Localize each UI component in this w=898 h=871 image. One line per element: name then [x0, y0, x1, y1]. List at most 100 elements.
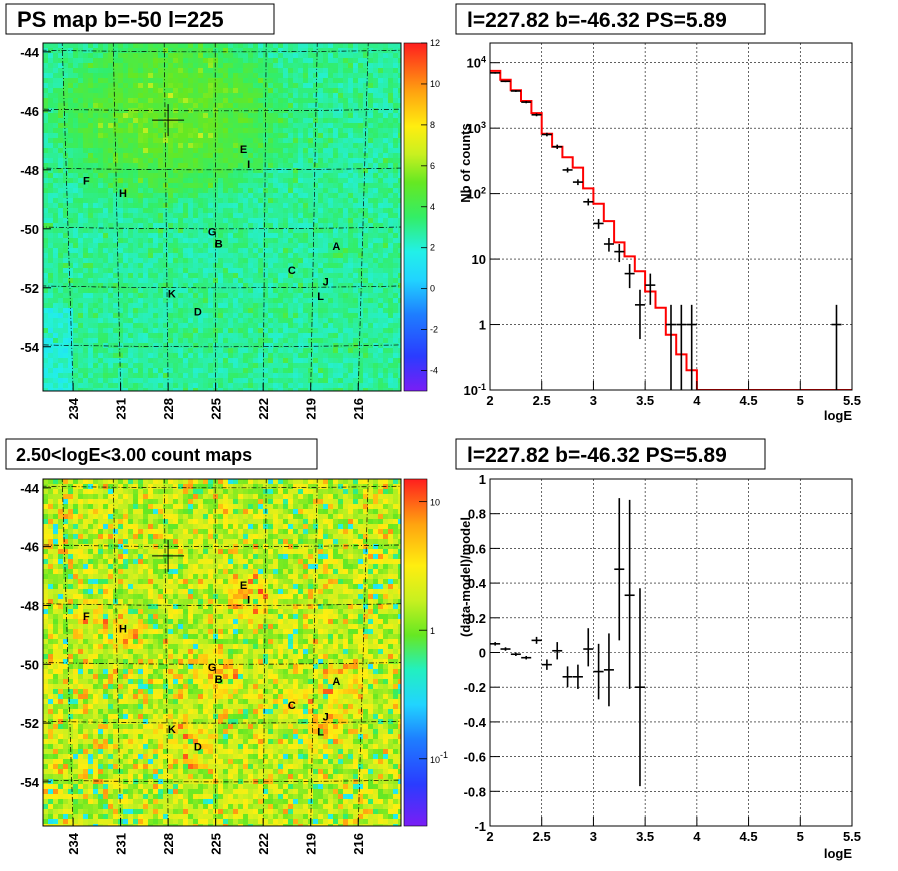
map1-pixel: [193, 363, 198, 368]
map1-pixel: [373, 248, 378, 253]
map1-pixel: [243, 128, 248, 133]
map1-pixel: [398, 373, 401, 378]
map1-pixel: [378, 213, 383, 218]
map1-pixel: [53, 133, 58, 138]
map1-pixel: [63, 188, 68, 193]
map1-pixel: [53, 208, 58, 213]
map1-pixel: [58, 328, 63, 333]
map1-pixel: [143, 193, 148, 198]
map1-pixel: [73, 243, 78, 248]
map1-pixel: [203, 133, 208, 138]
map1-pixel: [113, 293, 118, 298]
map1-pixel: [253, 213, 258, 218]
map1-pixel: [268, 258, 273, 263]
map1-pixel: [133, 383, 138, 388]
map1-pixel: [53, 103, 58, 108]
map1-pixel: [318, 383, 323, 388]
map1-pixel: [223, 68, 228, 73]
map1-pixel: [398, 78, 401, 83]
map1-pixel: [273, 83, 278, 88]
map1-pixel: [273, 168, 278, 173]
map1-pixel: [263, 43, 268, 48]
map1-pixel: [228, 148, 233, 153]
map1-pixel: [198, 243, 203, 248]
map1-pixel: [258, 88, 263, 93]
map1-pixel: [378, 168, 383, 173]
map1-pixel: [168, 338, 173, 343]
map1-pixel: [138, 313, 143, 318]
map1-pixel: [158, 283, 163, 288]
map1-pixel: [43, 243, 48, 248]
map1-pixel: [218, 298, 223, 303]
map1-pixel: [273, 88, 278, 93]
map1-pixel: [78, 253, 83, 258]
map1-pixel: [208, 353, 213, 358]
map1-pixel: [123, 83, 128, 88]
map1-pixel: [43, 308, 48, 313]
map1-pixel: [238, 323, 243, 328]
map1-pixel: [353, 313, 358, 318]
map1-pixel: [168, 283, 173, 288]
map1-pixel: [68, 213, 73, 218]
map1-pixel: [393, 318, 398, 323]
map1-pixel: [393, 293, 398, 298]
map1-pixel: [218, 338, 223, 343]
map1-pixel: [243, 313, 248, 318]
map1-pixel: [378, 118, 383, 123]
map1-pixel: [108, 343, 113, 348]
map1-pixel: [238, 293, 243, 298]
map1-pixel: [328, 133, 333, 138]
map1-pixel: [338, 193, 343, 198]
map1-pixel: [128, 168, 133, 173]
map1-pixel: [108, 268, 113, 273]
map1-pixel: [388, 153, 393, 158]
map1-pixel: [298, 73, 303, 78]
map1-pixel: [278, 118, 283, 123]
map1-pixel: [358, 148, 363, 153]
map1-pixel: [298, 258, 303, 263]
map1-pixel: [138, 198, 143, 203]
map1-pixel: [293, 308, 298, 313]
map1-pixel: [153, 373, 158, 378]
map1-pixel: [68, 78, 73, 83]
map1-pixel: [228, 283, 233, 288]
map1-pixel: [68, 168, 73, 173]
map1-pixel: [348, 118, 353, 123]
map1-pixel: [208, 143, 213, 148]
map1-pixel: [53, 308, 58, 313]
map1-pixel: [93, 338, 98, 343]
map1-pixel: [178, 203, 183, 208]
map1-pixel: [63, 203, 68, 208]
map1-pixel: [328, 113, 333, 118]
map1-pixel: [343, 193, 348, 198]
map1-pixel: [328, 308, 333, 313]
map1-pixel: [188, 198, 193, 203]
map1-pixel: [283, 298, 288, 303]
map1-pixel: [283, 203, 288, 208]
map1-pixel: [123, 103, 128, 108]
map1-pixel: [398, 118, 401, 123]
map1-pixel: [183, 353, 188, 358]
map1-pixel: [258, 68, 263, 73]
map1-pixel: [143, 118, 148, 123]
map1-pixel: [138, 303, 143, 308]
map1-pixel: [308, 313, 313, 318]
map1-pixel: [108, 208, 113, 213]
map1-pixel: [93, 163, 98, 168]
map1-pixel: [388, 293, 393, 298]
map1-pixel: [268, 213, 273, 218]
map1-pixel: [298, 43, 303, 48]
map1-pixel: [278, 168, 283, 173]
map1-pixel: [273, 73, 278, 78]
map1-pixel: [168, 183, 173, 188]
map1-pixel: [43, 168, 48, 173]
map1-pixel: [98, 53, 103, 58]
map1-pixel: [173, 353, 178, 358]
map1-pixel: [258, 168, 263, 173]
map1-pixel: [383, 68, 388, 73]
map1-pixel: [203, 128, 208, 133]
map1-pixel: [148, 123, 153, 128]
map1-pixel: [173, 268, 178, 273]
map1-pixel: [383, 368, 388, 373]
map1-pixel: [223, 343, 228, 348]
